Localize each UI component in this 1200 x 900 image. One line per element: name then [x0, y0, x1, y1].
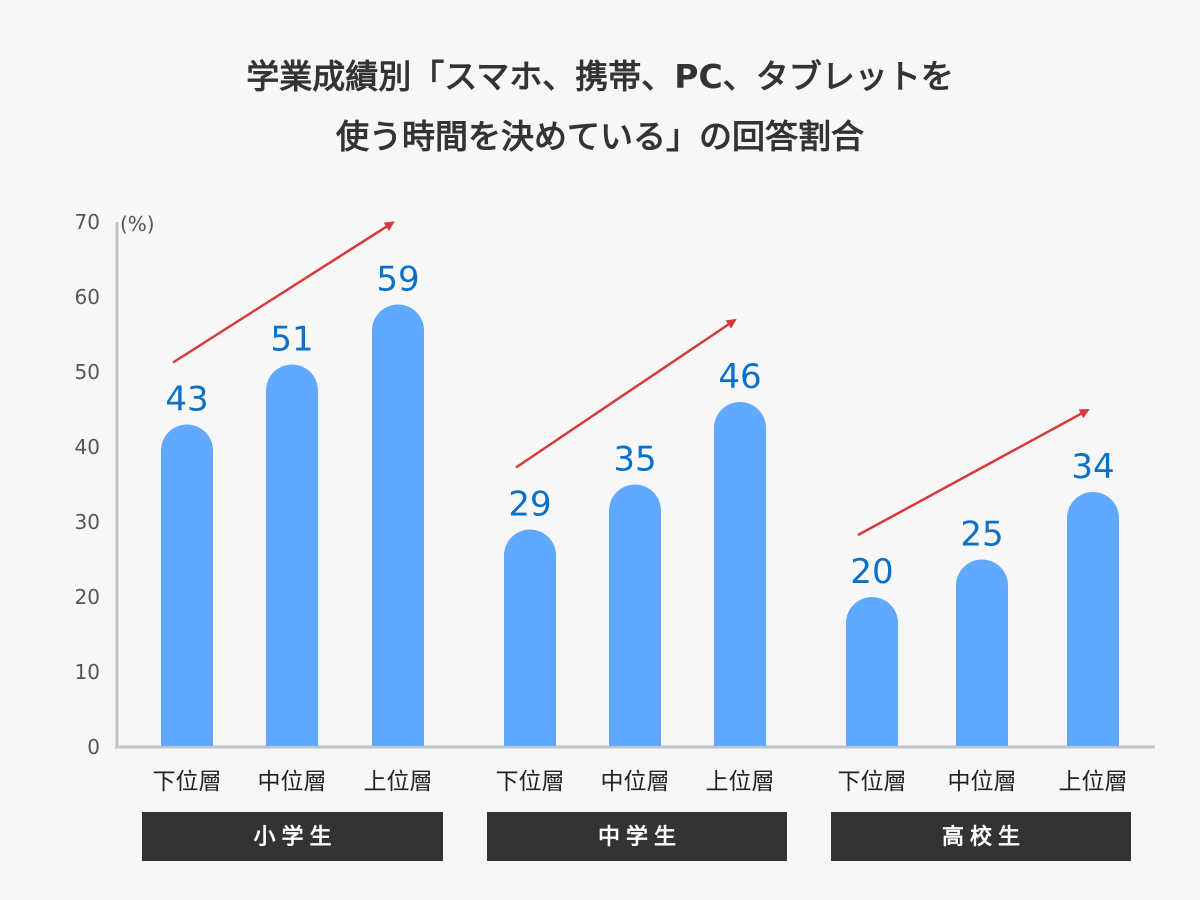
bar [1067, 492, 1119, 746]
value-label: 25 [960, 515, 1003, 555]
category-label: 上位層 [706, 769, 775, 795]
y-tick-label: 70 [75, 210, 100, 234]
value-label: 34 [1071, 447, 1114, 487]
value-label: 51 [270, 320, 313, 360]
y-tick-label: 20 [75, 585, 100, 609]
bar [372, 304, 424, 746]
trend-arrow [515, 318, 737, 469]
value-label: 20 [850, 552, 893, 592]
trend-arrow [172, 221, 395, 364]
trend-arrow [857, 408, 1090, 537]
group-label: 高校生 [942, 824, 1026, 850]
y-tick-label: 50 [75, 360, 100, 384]
value-label: 43 [165, 380, 208, 420]
value-label: 46 [718, 357, 761, 397]
bar [609, 484, 661, 746]
value-label: 29 [508, 485, 551, 525]
bar [161, 424, 213, 746]
category-label: 中位層 [948, 769, 1017, 795]
group-label-box [487, 812, 787, 861]
chart-title-line-1: 学業成績別「スマホ、携帯、PC、タブレットを [246, 57, 953, 96]
value-label: 35 [613, 440, 656, 480]
chart-title-line-2: 使う時間を決めている」の回答割合 [336, 117, 864, 156]
category-label: 下位層 [153, 769, 222, 795]
value-label: 59 [376, 260, 419, 300]
y-tick-label: 40 [75, 435, 100, 459]
y-axis-label: (%) [120, 212, 155, 236]
group-label-box [831, 812, 1131, 861]
bar [956, 559, 1008, 746]
category-label: 下位層 [496, 769, 565, 795]
category-label: 中位層 [258, 769, 327, 795]
y-tick-label: 30 [75, 510, 100, 534]
bar [266, 364, 318, 746]
y-tick-label: 10 [75, 660, 100, 684]
y-tick-label: 0 [87, 735, 100, 759]
category-label: 中位層 [601, 769, 670, 795]
category-label: 下位層 [838, 769, 907, 795]
group-label: 小学生 [253, 824, 337, 850]
group-label: 中学生 [598, 824, 682, 850]
y-tick-label: 60 [75, 285, 100, 309]
bar [846, 597, 898, 746]
group-label-box [142, 812, 443, 861]
category-label: 上位層 [1059, 769, 1128, 795]
category-label: 上位層 [364, 769, 433, 795]
bar [504, 529, 556, 746]
bar [714, 402, 766, 746]
